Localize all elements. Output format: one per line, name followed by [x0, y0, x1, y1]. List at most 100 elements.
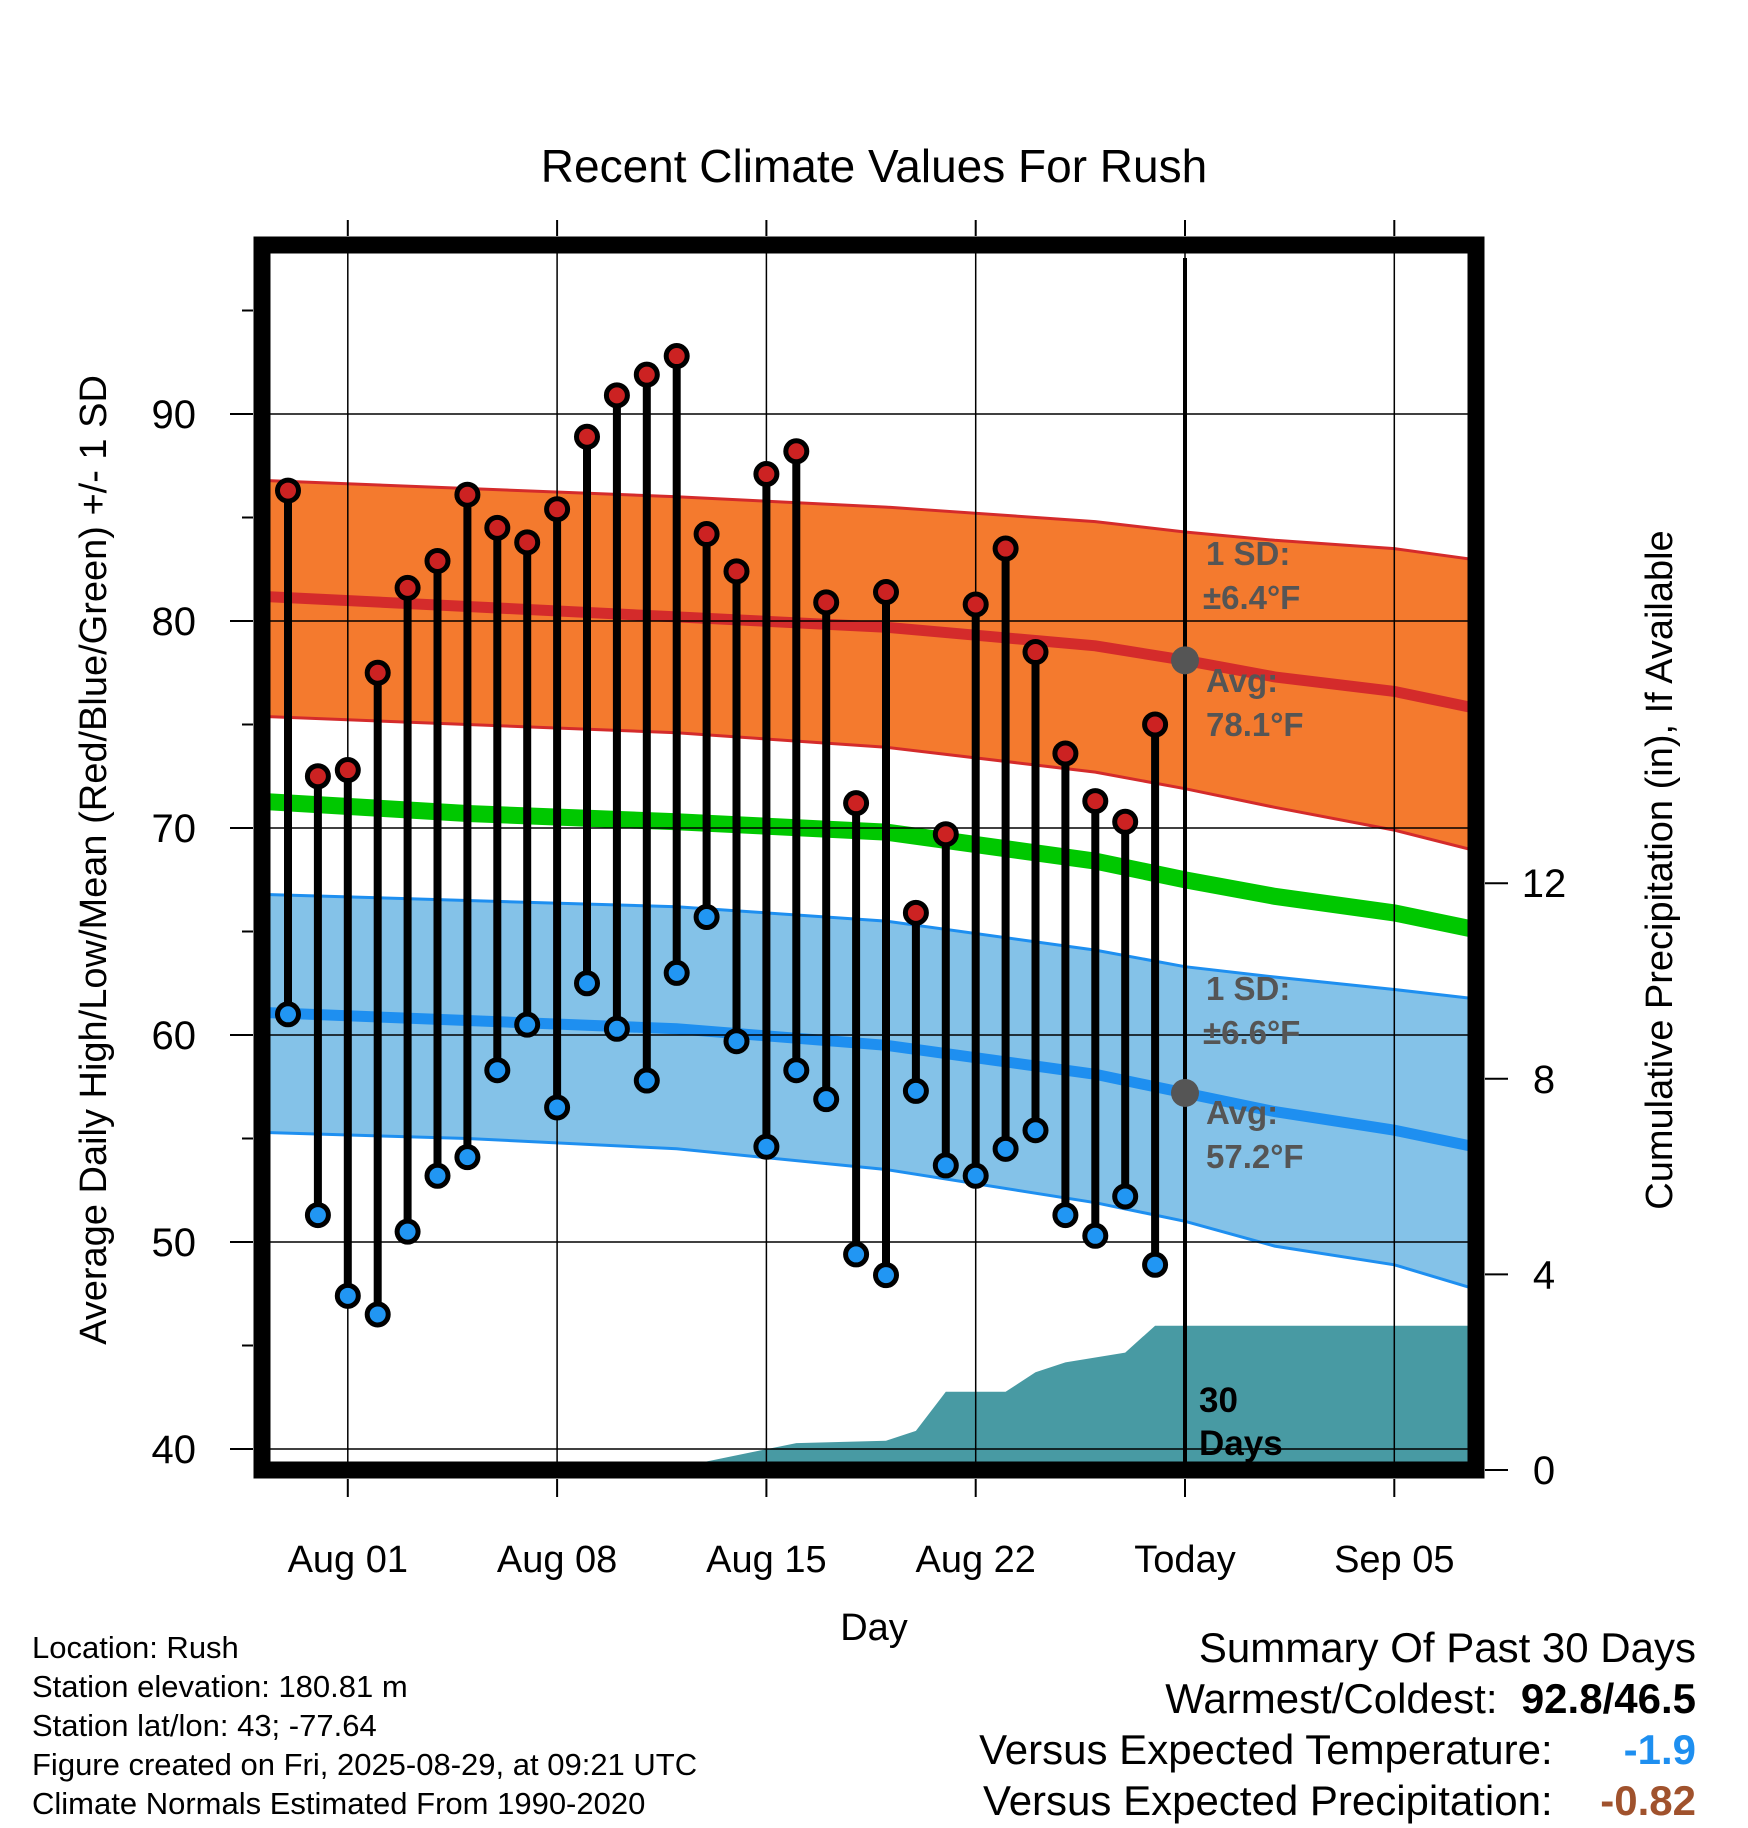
y-tick-label: 80: [152, 600, 197, 644]
summary-title: Summary Of Past 30 Days: [1198, 1624, 1696, 1671]
y2-tick-label: 12: [1522, 862, 1567, 906]
low-point: [1022, 1117, 1049, 1144]
high-point: [992, 535, 1019, 562]
high-point: [304, 763, 331, 790]
temp-label: Versus Expected Temperature:: [979, 1726, 1553, 1773]
y2-tick-label: 4: [1533, 1253, 1555, 1297]
high-normal-line: [262, 590, 1476, 714]
today-high-normal-marker: [1171, 646, 1199, 675]
low-point: [394, 1218, 421, 1245]
x-tick-label: Today: [1134, 1539, 1235, 1581]
warmest-value: 92.8/46.5: [1520, 1675, 1696, 1722]
plot-frame: [253, 236, 1485, 1479]
low-point: [843, 1241, 870, 1268]
low-point: [813, 1086, 840, 1113]
normals-text: Climate Normals Estimated From 1990-2020: [32, 1786, 646, 1821]
low-avg-annotation-line1: Avg:: [1206, 1094, 1278, 1131]
high-sd-upper-edge: [262, 478, 1476, 562]
y-axis-left-label: Average Daily High/Low/Mean (Red/Blue/Gr…: [73, 375, 115, 1345]
x-tick-label: Sep 05: [1334, 1539, 1454, 1581]
x-axis-label: Day: [840, 1607, 908, 1649]
high-sd-annotation-line1: 1 SD:: [1206, 535, 1290, 572]
low-point: [783, 1057, 810, 1084]
low-point: [424, 1162, 451, 1189]
x-tick-label: Aug 08: [497, 1539, 617, 1581]
warmest-row: Warmest/Coldest: 92.8/46.5: [979, 1673, 1696, 1724]
low-point: [574, 970, 600, 997]
low-point: [1052, 1202, 1079, 1229]
high-point: [394, 574, 421, 601]
summary-panel: Summary Of Past 30 Days Warmest/Coldest:…: [979, 1622, 1696, 1826]
low-point: [633, 1067, 660, 1094]
chart-title: Recent Climate Values For Rush: [541, 140, 1207, 192]
precip-value: -0.82: [1600, 1777, 1696, 1824]
high-point: [962, 591, 989, 618]
low-point: [1112, 1183, 1139, 1210]
y-tick-label: 50: [152, 1221, 197, 1265]
low-point: [723, 1028, 750, 1055]
high-point: [902, 899, 929, 926]
low-point: [873, 1262, 899, 1289]
location-text: Location: Rush: [32, 1630, 239, 1665]
y-tick-label: 40: [152, 1428, 197, 1472]
low-avg-annotation-line2: 57.2°F: [1206, 1138, 1304, 1175]
low-point: [275, 1001, 301, 1028]
low-point: [753, 1133, 780, 1160]
high-sd-annotation-line2: ±6.4°F: [1203, 579, 1300, 616]
low-point: [932, 1152, 959, 1179]
warmest-label: Warmest/Coldest:: [1165, 1675, 1498, 1722]
high-point: [753, 461, 780, 488]
high-point: [454, 481, 481, 508]
precip-days-annotation-line1: 30: [1199, 1381, 1238, 1420]
high-point: [1142, 711, 1169, 738]
high-point: [514, 529, 541, 556]
precip-row: Versus Expected Precipitation: -0.82: [979, 1775, 1696, 1826]
high-point: [424, 547, 451, 574]
high-point: [334, 757, 361, 784]
high-avg-annotation-line2: 78.1°F: [1206, 706, 1304, 743]
low-point: [902, 1077, 929, 1104]
high-point: [932, 821, 959, 848]
high-point: [364, 659, 391, 686]
high-point: [783, 438, 810, 465]
low-point: [693, 904, 720, 931]
low-point: [663, 959, 690, 986]
low-point: [484, 1057, 511, 1084]
temp-row: Versus Expected Temperature: -1.9: [979, 1724, 1696, 1775]
high-point: [873, 579, 899, 606]
precip-days-annotation-line2: Days: [1199, 1424, 1283, 1463]
high-point: [1082, 788, 1109, 815]
low-point: [1142, 1251, 1169, 1278]
x-tick-label: Aug 15: [706, 1539, 826, 1581]
low-point: [514, 1011, 541, 1038]
temp-value: -1.9: [1623, 1726, 1696, 1773]
x-tick-label: Aug 01: [288, 1539, 408, 1581]
low-point: [603, 1015, 630, 1042]
high-avg-annotation-line1: Avg:: [1206, 662, 1278, 699]
high-point: [663, 343, 690, 370]
high-point: [544, 496, 571, 523]
precip-label: Versus Expected Precipitation:: [983, 1777, 1553, 1824]
latlon-text: Station lat/lon: 43; -77.64: [32, 1708, 377, 1743]
low-point: [304, 1202, 331, 1229]
created-text: Figure created on Fri, 2025-08-29, at 09…: [32, 1747, 698, 1782]
low-sd-annotation-line2: ±6.6°F: [1203, 1014, 1300, 1051]
low-point: [334, 1282, 361, 1309]
low-point: [992, 1135, 1019, 1162]
y-tick-label: 70: [152, 807, 197, 851]
low-sd-annotation-line1: 1 SD:: [1206, 970, 1290, 1007]
high-point: [693, 521, 720, 548]
today-low-normal-marker: [1171, 1078, 1199, 1107]
high-point: [574, 423, 600, 450]
elevation-text: Station elevation: 180.81 m: [32, 1669, 408, 1704]
high-sd-band: [262, 480, 1476, 851]
y2-tick-label: 8: [1533, 1058, 1555, 1102]
high-point: [484, 514, 511, 541]
high-point: [633, 361, 660, 388]
low-point: [544, 1094, 571, 1121]
high-point: [1022, 639, 1049, 666]
low-point: [1082, 1222, 1109, 1249]
high-point: [603, 382, 630, 409]
low-point: [454, 1144, 481, 1171]
